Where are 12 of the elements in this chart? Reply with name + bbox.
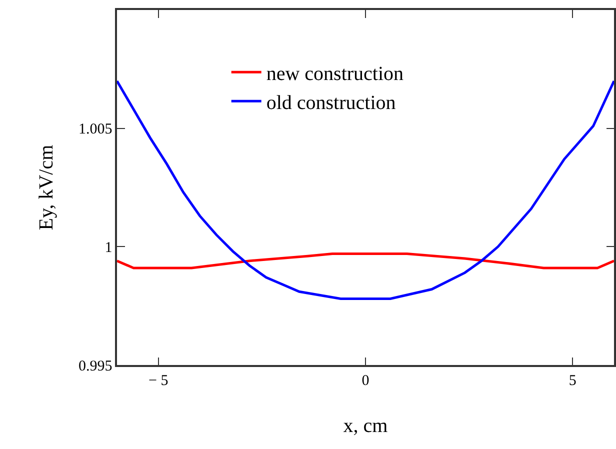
y-tick-label: 1.005	[78, 122, 112, 138]
x-tick-label: 5	[568, 372, 576, 389]
legend-label: new construction	[266, 62, 404, 85]
y-tick-label: 0.995	[78, 358, 112, 374]
x-tick-label: − 5	[148, 372, 168, 389]
y-axis-title: Ey, kV/cm	[36, 144, 58, 230]
line-series	[117, 80, 614, 300]
x-axis-title: x, cm	[343, 414, 388, 437]
y-tick-label: 1	[104, 240, 112, 256]
line-series	[117, 252, 614, 270]
legend-label: old construction	[266, 92, 396, 114]
x-tick-label: 0	[362, 372, 370, 389]
